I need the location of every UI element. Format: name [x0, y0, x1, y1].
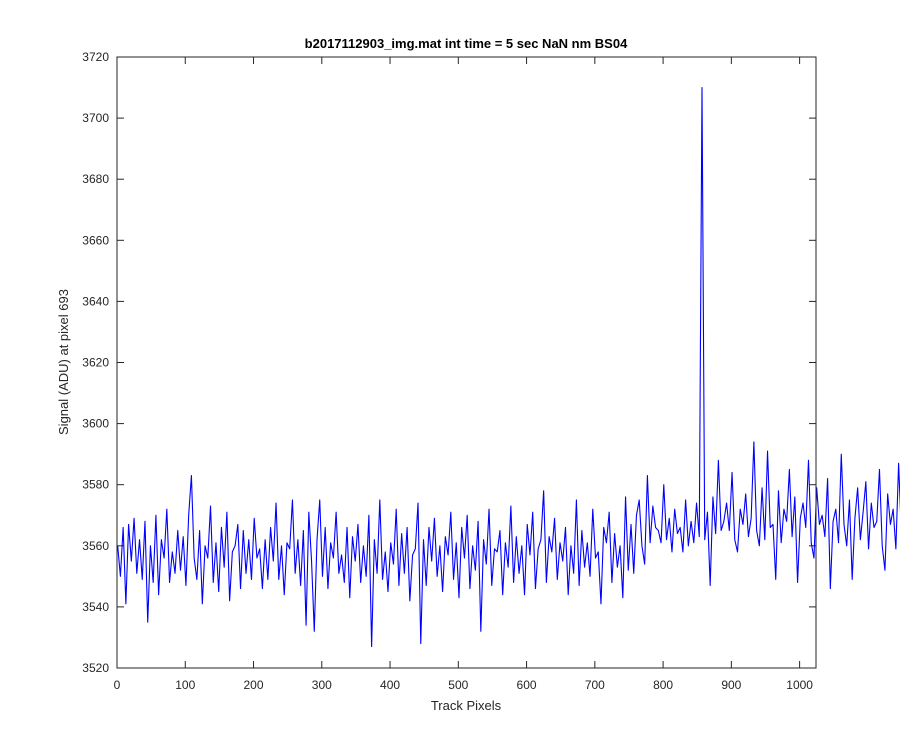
series-layer — [117, 87, 900, 648]
y-axis-label: Signal (ADU) at pixel 693 — [56, 289, 71, 435]
y-tick-label: 3540 — [82, 600, 109, 614]
y-tick-label: 3620 — [82, 356, 109, 370]
x-tick-label: 400 — [380, 678, 400, 692]
x-tick-label: 1000 — [786, 678, 813, 692]
chart-title: b2017112903_img.mat int time = 5 sec NaN… — [305, 36, 628, 51]
x-tick-label: 700 — [585, 678, 605, 692]
y-tick-label: 3700 — [82, 111, 109, 125]
x-tick-label: 100 — [175, 678, 195, 692]
y-tick-label: 3600 — [82, 417, 109, 431]
y-tick-label: 3680 — [82, 172, 109, 186]
x-tick-label: 0 — [114, 678, 121, 692]
y-tick-label: 3560 — [82, 539, 109, 553]
plot-area — [117, 57, 816, 668]
x-tick-label: 200 — [244, 678, 264, 692]
y-tick-label: 3640 — [82, 294, 109, 308]
y-tick-label: 3580 — [82, 478, 109, 492]
ticks-layer: 0 100 200 300 400 500 600 700 800 900 1000 3520 3540… — [82, 50, 816, 692]
x-axis-label: Track Pixels — [431, 698, 502, 713]
x-tick-label: 300 — [312, 678, 332, 692]
y-tick-label: 3520 — [82, 661, 109, 675]
signal-series-line — [117, 87, 900, 648]
x-tick-label: 500 — [448, 678, 468, 692]
y-tick-label: 3720 — [82, 50, 109, 64]
x-tick-label: 600 — [517, 678, 537, 692]
axes-box — [116, 56, 817, 669]
x-tick-label: 900 — [721, 678, 741, 692]
x-tick-label: 800 — [653, 678, 673, 692]
y-tick-label: 3660 — [82, 233, 109, 247]
